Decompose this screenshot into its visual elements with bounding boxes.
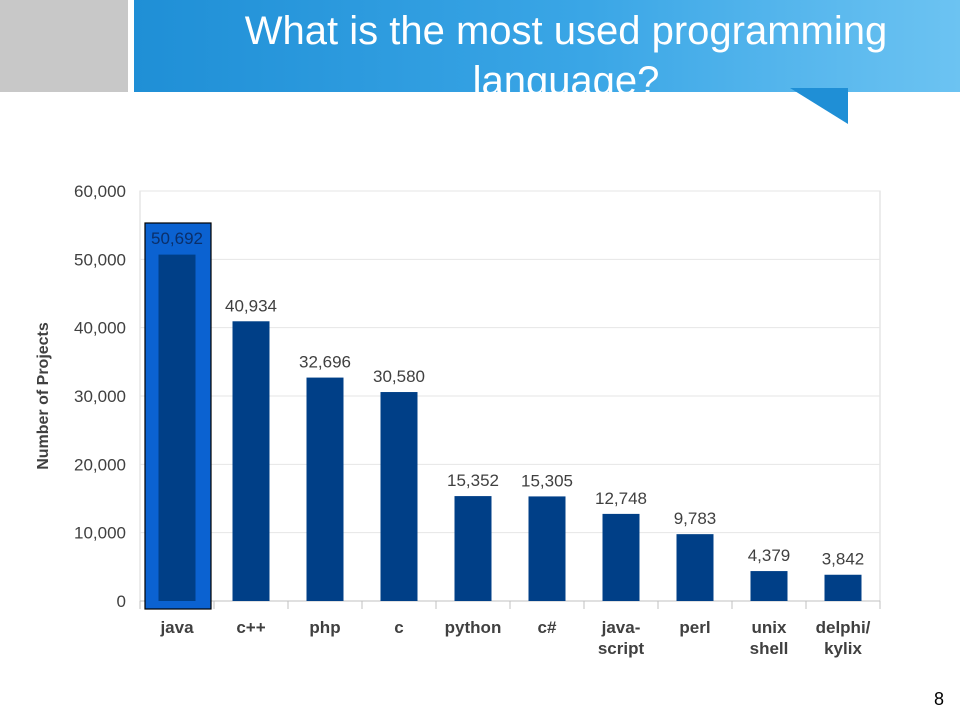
x-tick-label: kylix bbox=[824, 639, 862, 658]
data-label: 4,379 bbox=[748, 546, 791, 565]
bar-2 bbox=[306, 377, 344, 601]
y-tick-label: 20,000 bbox=[74, 455, 126, 474]
x-tick-label: php bbox=[309, 618, 340, 637]
header-tab-decoration bbox=[790, 88, 848, 124]
x-tick-label: delphi/ bbox=[816, 618, 871, 637]
header-gray-block bbox=[0, 0, 128, 92]
bar-4 bbox=[454, 496, 492, 601]
data-label: 40,934 bbox=[225, 296, 277, 315]
y-tick-label: 0 bbox=[117, 592, 126, 611]
y-axis-title: Number of Projects bbox=[35, 322, 52, 470]
bar-0 bbox=[158, 254, 196, 601]
y-tick-label: 10,000 bbox=[74, 524, 126, 543]
x-tick-label: shell bbox=[750, 639, 789, 658]
header-band bbox=[134, 0, 960, 92]
x-tick-label: java bbox=[159, 618, 194, 637]
x-tick-label: java- bbox=[601, 618, 641, 637]
y-tick-label: 40,000 bbox=[74, 319, 126, 338]
slide-title: What is the most used programming langua… bbox=[244, 9, 888, 92]
data-label: 50,692 bbox=[151, 229, 203, 248]
x-tick-label: c bbox=[394, 618, 403, 637]
y-tick-label: 30,000 bbox=[74, 387, 126, 406]
data-label: 30,580 bbox=[373, 367, 425, 386]
x-tick-label: c++ bbox=[236, 618, 265, 637]
data-label: 9,783 bbox=[674, 509, 717, 528]
x-tick-label: unix bbox=[752, 618, 787, 637]
data-label: 3,842 bbox=[822, 550, 865, 569]
data-label: 12,748 bbox=[595, 489, 647, 508]
x-tick-label: script bbox=[598, 639, 645, 658]
y-tick-label: 60,000 bbox=[74, 182, 126, 201]
data-label: 15,305 bbox=[521, 471, 573, 490]
bar-1 bbox=[232, 321, 270, 601]
data-label: 32,696 bbox=[299, 353, 351, 372]
data-label: 15,352 bbox=[447, 471, 499, 490]
x-tick-label: c# bbox=[538, 618, 557, 637]
x-tick-label: python bbox=[445, 618, 502, 637]
bar-6 bbox=[602, 513, 640, 601]
y-tick-label: 50,000 bbox=[74, 250, 126, 269]
bar-7 bbox=[676, 534, 714, 601]
bar-5 bbox=[528, 496, 566, 601]
bar-8 bbox=[750, 571, 788, 601]
page-number: 8 bbox=[933, 689, 944, 709]
bar-9 bbox=[824, 574, 862, 601]
x-tick-label: perl bbox=[679, 618, 710, 637]
bar-3 bbox=[380, 392, 418, 601]
